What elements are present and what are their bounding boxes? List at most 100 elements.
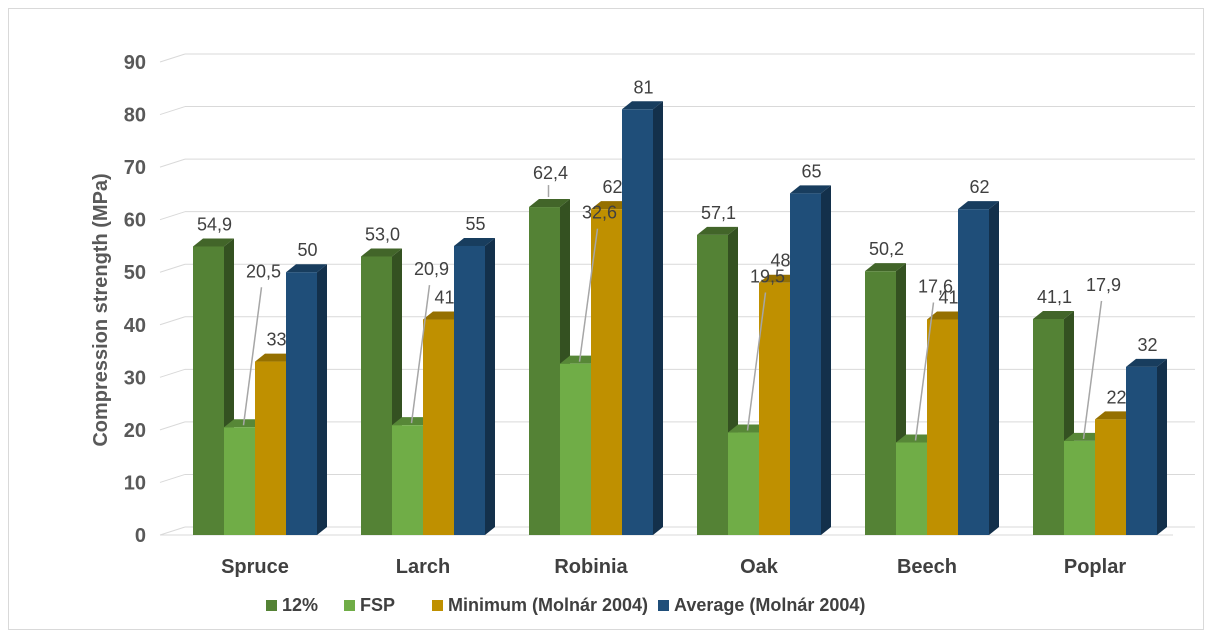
data-label: 41: [938, 288, 958, 308]
category-labels: Spruce Larch Robinia Oak Beech Poplar: [221, 556, 1126, 578]
data-label: 17,6: [918, 277, 953, 297]
gridline-depth: [159, 368, 186, 378]
bar-side: [317, 264, 327, 535]
bar: [1126, 358, 1167, 535]
bar: [622, 101, 663, 536]
bar-front: [591, 209, 622, 535]
data-label: 65: [801, 161, 821, 181]
category-label: Larch: [396, 556, 450, 578]
gridline-depth: [159, 526, 186, 536]
bar: [790, 185, 831, 535]
data-label: 62,4: [533, 163, 568, 183]
category-label: Beech: [897, 556, 957, 578]
bar-top: [423, 311, 464, 320]
data-label: 22: [1106, 387, 1126, 407]
y-tick-label: 60: [124, 210, 146, 232]
bar: [286, 264, 327, 535]
legend-swatch: [344, 600, 355, 611]
bar: [1064, 432, 1105, 535]
data-label: 19,5: [750, 267, 785, 287]
bar-side: [653, 101, 663, 536]
bar: [958, 201, 999, 535]
leader-line: [578, 228, 599, 362]
gridline-depth: [159, 421, 186, 431]
bar-top: [927, 311, 968, 320]
bar-top: [1126, 358, 1167, 367]
y-tick-label: 90: [124, 52, 146, 74]
bars: [193, 101, 1167, 536]
bar-front: [865, 271, 896, 535]
data-label: 17,9: [1086, 275, 1121, 295]
legend-swatch: [658, 600, 669, 611]
y-tick-label: 0: [135, 525, 146, 547]
category-label: Robinia: [554, 556, 628, 578]
bar-front: [361, 256, 392, 535]
data-label: 62: [969, 177, 989, 197]
bar-front: [1095, 419, 1126, 535]
gridline-depth: [159, 263, 186, 273]
legend-swatch: [432, 600, 443, 611]
legend-label: Minimum (Molnár 2004): [448, 595, 648, 615]
bar-side: [821, 185, 831, 535]
bar-front: [1033, 318, 1064, 535]
y-tick-label: 40: [124, 315, 146, 337]
legend-swatch: [266, 600, 277, 611]
bar-front: [697, 234, 728, 535]
bar-top: [790, 185, 831, 194]
bar-top: [1095, 411, 1136, 420]
data-label: 33: [266, 330, 286, 350]
leader-line: [914, 302, 935, 441]
y-tick-label: 30: [124, 367, 146, 389]
bar-top: [865, 263, 906, 272]
data-label: 20,5: [246, 261, 281, 281]
gridline-depth: [159, 316, 186, 326]
bar-front: [927, 319, 958, 535]
data-label: 57,1: [701, 203, 736, 223]
bar: [454, 237, 495, 535]
legend-label: Average (Molnár 2004): [674, 595, 865, 615]
y-tick-label: 10: [124, 472, 146, 494]
bar-side: [1157, 358, 1167, 535]
bar-front: [423, 319, 454, 535]
bar-front: [454, 245, 485, 535]
bar-top: [193, 238, 234, 247]
grid-lines: [159, 53, 1195, 536]
data-label: 48: [770, 251, 790, 271]
data-labels: 54,9 20,5 33 50 53,0 20,9 41 55 62,4 32,6 62 81 57,1…: [197, 77, 1158, 441]
bar-front: [392, 425, 423, 535]
bar-front: [958, 209, 989, 535]
leader-line: [242, 287, 263, 426]
bar-front: [1064, 440, 1095, 535]
gridline-depth: [159, 211, 186, 221]
data-label: 50: [297, 240, 317, 260]
data-label: 41: [434, 288, 454, 308]
leader-line: [746, 292, 767, 431]
bar-side: [989, 201, 999, 535]
bar-top: [286, 264, 327, 273]
bar-front: [193, 246, 224, 535]
bar-top: [591, 201, 632, 210]
bar-front: [622, 109, 653, 536]
leader-line: [1082, 300, 1103, 440]
data-label: 41,1: [1037, 287, 1072, 307]
gridline-depth: [159, 158, 186, 168]
gridline-depth: [159, 473, 186, 483]
data-label: 32,6: [582, 203, 617, 223]
bar: [1033, 310, 1074, 535]
bar-front: [896, 442, 927, 535]
bar-top: [361, 248, 402, 257]
bar-top: [958, 201, 999, 210]
bar-top: [759, 274, 800, 283]
y-axis-label: Compression strength (MPa): [90, 173, 112, 446]
y-tick-label: 20: [124, 420, 146, 442]
bar-top: [255, 353, 296, 362]
y-axis-ticks: 0 10 20 30 40 50 60 70 80 90: [124, 52, 146, 547]
bar-front: [790, 193, 821, 535]
category-label: Spruce: [221, 556, 289, 578]
data-label: 55: [465, 214, 485, 234]
bar-top: [697, 226, 738, 235]
bar-front: [1126, 366, 1157, 535]
legend: 12% FSP Minimum (Molnár 2004) Average (Moln…: [266, 595, 865, 615]
data-label: 53,0: [365, 224, 400, 244]
